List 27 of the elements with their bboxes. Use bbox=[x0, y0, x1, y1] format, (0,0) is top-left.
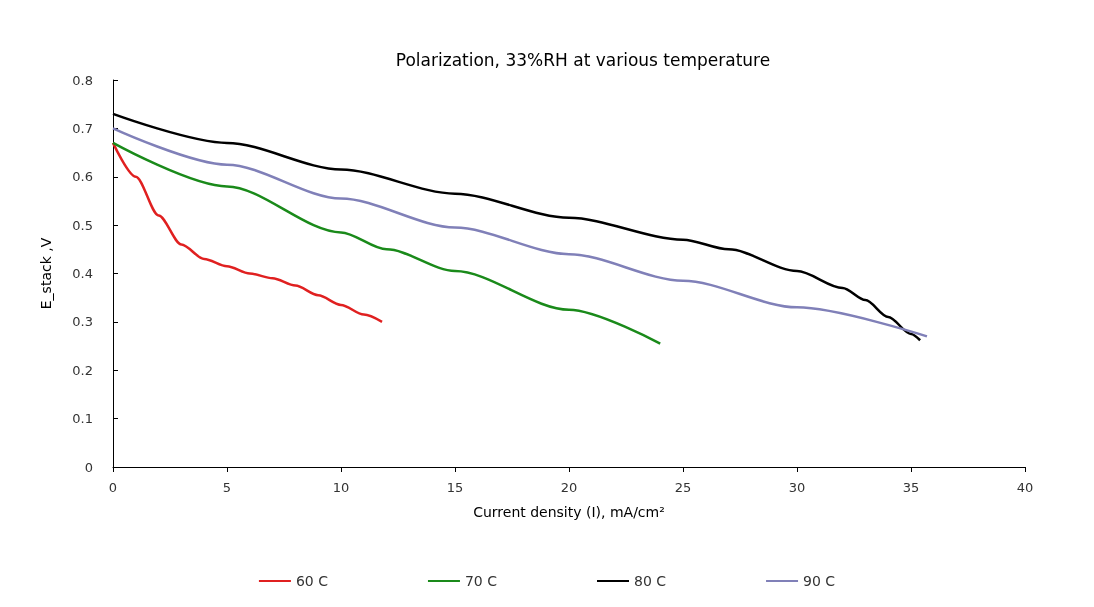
y-tick-label: 0.2 bbox=[72, 362, 93, 378]
x-tick-label: 40 bbox=[1016, 480, 1034, 495]
x-tick-label: 15 bbox=[446, 480, 464, 495]
y-tick-label: 0.4 bbox=[72, 266, 93, 281]
x-tick-label: 0 bbox=[108, 480, 118, 495]
x-tick-label: 10 bbox=[332, 480, 350, 495]
line-series bbox=[111, 141, 662, 345]
legend-label: 90 C bbox=[803, 573, 836, 589]
x-tick-label: 5 bbox=[222, 480, 232, 495]
legend-label: 80 C bbox=[634, 573, 667, 589]
x-axis-title: Current density (I), mA/cm² bbox=[473, 504, 665, 520]
y-axis-title: E_stack ,V bbox=[38, 237, 54, 310]
y-tick-label: 0.7 bbox=[72, 120, 93, 136]
y-tick-label: 0.3 bbox=[72, 314, 93, 330]
y-tick-label: 0.6 bbox=[72, 169, 93, 185]
x-tick-label: 25 bbox=[674, 480, 692, 495]
x-tick-label: 20 bbox=[560, 480, 578, 495]
chart-title: Polarization, 33%RH at various temperature bbox=[395, 49, 771, 70]
y-tick-label: 0.5 bbox=[72, 217, 93, 233]
x-tick-label: 30 bbox=[788, 480, 806, 495]
y-tick-label: 0.8 bbox=[72, 72, 93, 88]
y-tick-label: 0.1 bbox=[72, 411, 93, 427]
legend-label: 70 C bbox=[464, 573, 498, 589]
y-tick-label: 0 bbox=[84, 459, 93, 475]
line-series bbox=[111, 141, 384, 324]
legend-label: 60 C bbox=[295, 573, 329, 589]
x-tick-label: 35 bbox=[902, 480, 920, 495]
